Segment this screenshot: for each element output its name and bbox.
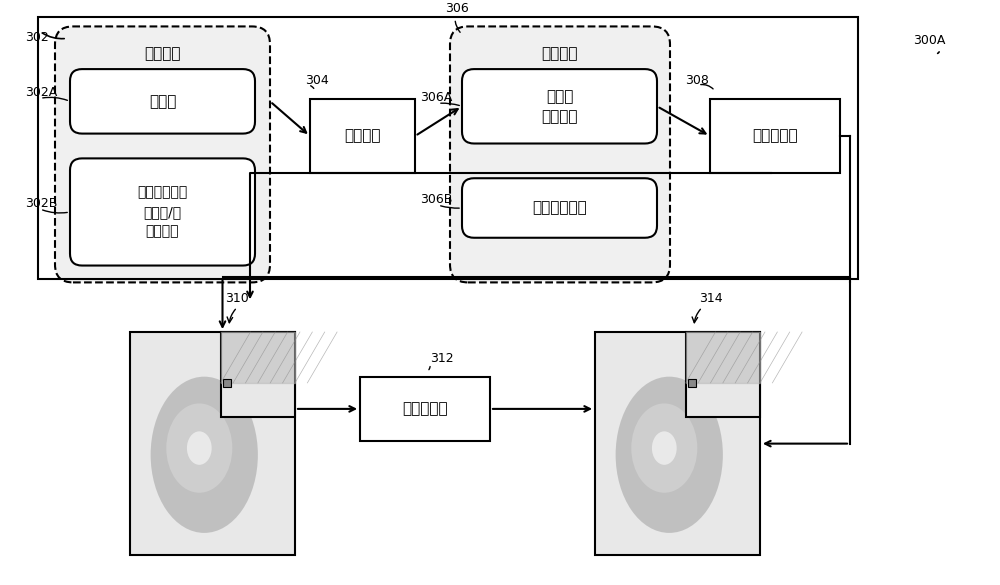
Bar <box>223 379 231 387</box>
Text: 三维网格: 三维网格 <box>144 46 181 61</box>
Ellipse shape <box>616 377 723 533</box>
FancyBboxPatch shape <box>70 159 255 266</box>
FancyBboxPatch shape <box>70 69 255 133</box>
Text: 颜色确定器: 颜色确定器 <box>752 129 798 143</box>
Polygon shape <box>686 332 760 383</box>
Text: 306: 306 <box>445 2 469 15</box>
Text: 314: 314 <box>699 292 722 305</box>
FancyBboxPatch shape <box>710 99 840 173</box>
Polygon shape <box>221 332 295 383</box>
Ellipse shape <box>151 377 258 533</box>
Text: 306A: 306A <box>420 91 452 104</box>
Text: 308: 308 <box>685 74 709 87</box>
Text: 310: 310 <box>225 292 249 305</box>
FancyBboxPatch shape <box>310 99 415 173</box>
FancyBboxPatch shape <box>450 26 670 283</box>
Bar <box>688 379 696 387</box>
FancyBboxPatch shape <box>686 332 760 417</box>
Text: 多边形标识符: 多边形标识符 <box>532 201 587 215</box>
FancyBboxPatch shape <box>55 26 270 283</box>
Text: 300A: 300A <box>913 35 945 47</box>
FancyBboxPatch shape <box>130 332 295 555</box>
Text: 三维光栅: 三维光栅 <box>542 46 578 61</box>
Ellipse shape <box>631 404 697 493</box>
FancyBboxPatch shape <box>462 69 657 143</box>
Text: 相关联的纹理
数据和/或
着色数据: 相关联的纹理 数据和/或 着色数据 <box>137 185 188 239</box>
Text: 像素和
像素坐标: 像素和 像素坐标 <box>541 89 578 123</box>
Ellipse shape <box>166 404 232 493</box>
Text: 312: 312 <box>430 352 454 365</box>
FancyBboxPatch shape <box>595 332 760 555</box>
Text: 光栅化器: 光栅化器 <box>344 129 381 143</box>
FancyBboxPatch shape <box>221 332 295 417</box>
Ellipse shape <box>187 431 212 465</box>
FancyBboxPatch shape <box>462 178 657 238</box>
Text: 喷溅构造器: 喷溅构造器 <box>402 401 448 417</box>
Text: 302A: 302A <box>25 87 57 99</box>
Text: 302: 302 <box>25 32 49 44</box>
Text: 304: 304 <box>305 74 329 87</box>
Text: 多边形: 多边形 <box>149 94 176 109</box>
Ellipse shape <box>652 431 677 465</box>
Text: 302B: 302B <box>25 197 57 210</box>
FancyBboxPatch shape <box>360 377 490 441</box>
Text: 306B: 306B <box>420 193 452 206</box>
